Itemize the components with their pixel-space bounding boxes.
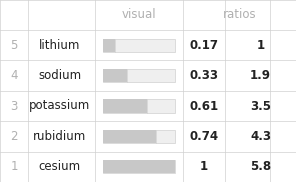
Text: 5: 5 xyxy=(10,39,18,52)
Text: 0.74: 0.74 xyxy=(189,130,218,143)
Text: cesium: cesium xyxy=(38,160,81,173)
Text: 0.17: 0.17 xyxy=(189,39,218,52)
Bar xyxy=(103,39,175,52)
Text: 1.9: 1.9 xyxy=(250,69,271,82)
Text: lithium: lithium xyxy=(39,39,80,52)
Bar xyxy=(103,160,175,173)
Text: 5.8: 5.8 xyxy=(250,160,271,173)
Bar xyxy=(103,69,175,82)
Bar xyxy=(103,99,175,113)
Text: 1: 1 xyxy=(256,39,265,52)
Text: 3: 3 xyxy=(10,100,18,112)
Bar xyxy=(103,99,147,113)
Text: sodium: sodium xyxy=(38,69,81,82)
Bar xyxy=(103,160,175,173)
Text: 4: 4 xyxy=(10,69,18,82)
Text: 4.3: 4.3 xyxy=(250,130,271,143)
Text: 0.61: 0.61 xyxy=(189,100,218,112)
Text: 1: 1 xyxy=(10,160,18,173)
Text: 2: 2 xyxy=(10,130,18,143)
Bar xyxy=(103,39,115,52)
Bar xyxy=(103,130,156,143)
Text: 1: 1 xyxy=(200,160,208,173)
Text: 3.5: 3.5 xyxy=(250,100,271,112)
Text: potassium: potassium xyxy=(29,100,90,112)
Text: 0.33: 0.33 xyxy=(189,69,218,82)
Text: rubidium: rubidium xyxy=(33,130,86,143)
Text: ratios: ratios xyxy=(223,9,256,21)
Bar xyxy=(103,130,175,143)
Text: visual: visual xyxy=(122,9,156,21)
Bar xyxy=(103,69,127,82)
